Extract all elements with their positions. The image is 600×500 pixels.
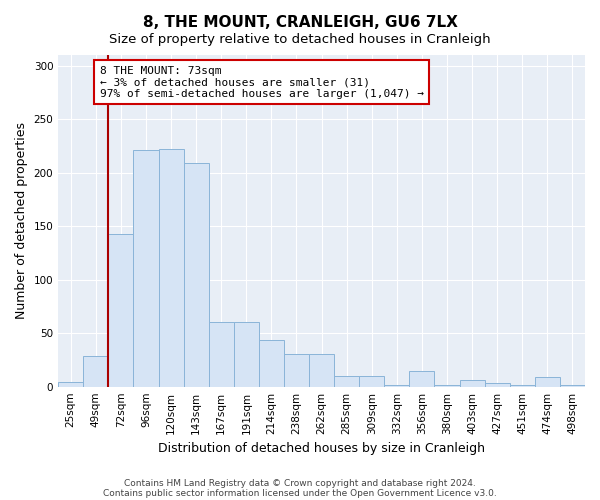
Bar	[284, 354, 309, 386]
Bar	[58, 382, 83, 386]
Bar	[309, 354, 334, 386]
Bar	[359, 376, 385, 386]
Bar	[535, 377, 560, 386]
Text: Size of property relative to detached houses in Cranleigh: Size of property relative to detached ho…	[109, 32, 491, 46]
Text: Contains public sector information licensed under the Open Government Licence v3: Contains public sector information licen…	[103, 488, 497, 498]
X-axis label: Distribution of detached houses by size in Cranleigh: Distribution of detached houses by size …	[158, 442, 485, 455]
Bar	[334, 376, 359, 386]
Bar	[158, 149, 184, 386]
Bar	[184, 163, 209, 386]
Bar	[485, 384, 510, 386]
Bar	[510, 384, 535, 386]
Bar	[460, 380, 485, 386]
Bar	[409, 370, 434, 386]
Text: 8 THE MOUNT: 73sqm
← 3% of detached houses are smaller (31)
97% of semi-detached: 8 THE MOUNT: 73sqm ← 3% of detached hous…	[100, 66, 424, 99]
Bar	[209, 322, 234, 386]
Bar	[133, 150, 158, 386]
Bar	[109, 234, 133, 386]
Bar	[259, 340, 284, 386]
Text: 8, THE MOUNT, CRANLEIGH, GU6 7LX: 8, THE MOUNT, CRANLEIGH, GU6 7LX	[143, 15, 457, 30]
Bar	[434, 384, 460, 386]
Y-axis label: Number of detached properties: Number of detached properties	[15, 122, 28, 320]
Bar	[234, 322, 259, 386]
Text: Contains HM Land Registry data © Crown copyright and database right 2024.: Contains HM Land Registry data © Crown c…	[124, 478, 476, 488]
Bar	[385, 384, 409, 386]
Bar	[83, 356, 109, 386]
Bar	[560, 384, 585, 386]
